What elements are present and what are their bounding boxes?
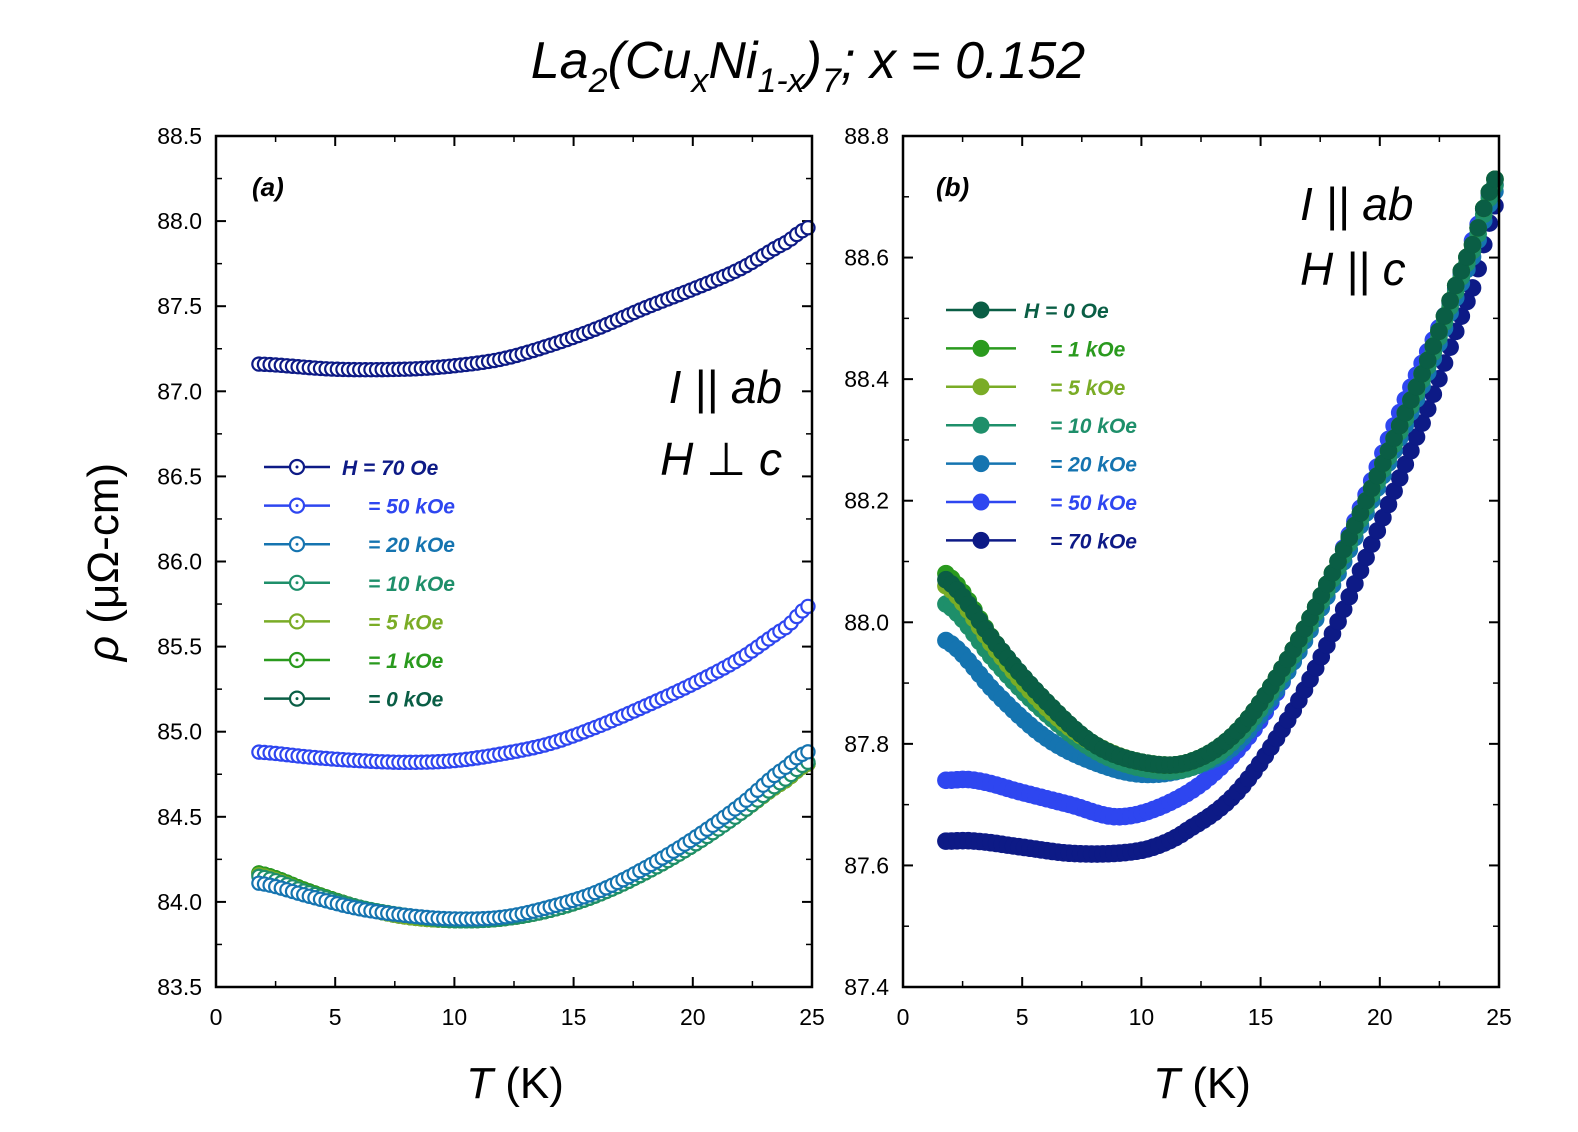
panel-b: 0 5 10 15 20 25 87.487.687.888.088.288.488.68… [844,123,1512,1108]
legend-marker-dot [295,504,299,508]
panel-a-ticks [215,135,813,988]
x-tick-label: 15 [561,1004,587,1030]
panel-b-label: (b) [936,172,969,202]
y-tick-label: 88.8 [844,123,889,149]
x-tick-label: 5 [1016,1004,1029,1030]
panel-a-y-tick-labels: 83.5 84.0 84.5 85.0 85.5 86.0 86.5 87.0 87.5 88.0… [157,123,202,1000]
panel-b-y-tick-labels: 87.4 87.6 87.8 88.0 88.2 88.4 88.6 88.8 [844,123,889,1000]
y-tick-label: 88.2 [844,488,889,514]
panel-a-legend: H = 70 Oe = 50 kOe = 20 kOe = 10 kOe = 5 kOe… [264,457,455,712]
legend-label: = 1 kOe [1050,338,1126,361]
y-tick-label: 88.0 [157,208,202,234]
panel-b-legend: H = 0 Oe = 1 kOe = 5 kOe = 10 kOe = 20 kOe = … [946,300,1137,553]
figure-title: La2(CuxNi1-x)7; x = 0.152 [531,32,1086,100]
panel-a-x-tick-labels: 0 5 10 15 20 25 [210,1004,825,1030]
panel-a-series [251,220,816,929]
y-tick-label: 83.5 [157,974,202,1000]
legend-marker-dot [295,542,299,546]
data-point [1430,322,1448,341]
legend-label: = 5 kOe [368,611,444,634]
panel-b-series [937,170,1504,863]
data-point [1463,235,1482,254]
y-tick-label: 87.0 [157,378,202,404]
legend-marker [972,416,990,434]
series-H0 [937,170,1504,774]
y-tick-label: 85.0 [157,719,202,745]
y-tick-label: 86.0 [157,549,202,575]
legend-label: H = 0 Oe [1024,300,1109,323]
x-tick-label: 25 [799,1004,825,1030]
x-tick-label: 5 [329,1004,342,1030]
legend-marker [972,378,990,396]
legend-label: = 50 kOe [368,496,455,519]
legend-label: = 10 kOe [1050,415,1137,438]
x-tick-label: 15 [1248,1004,1274,1030]
x-tick-label: 20 [1367,1004,1393,1030]
y-tick-label: 87.8 [844,731,889,757]
x-tick-label: 10 [1129,1004,1155,1030]
legend-label: = 70 kOe [1050,530,1137,553]
panel-b-x-tick-labels: 0 5 10 15 20 25 [897,1004,1512,1030]
y-tick-label: 88.4 [844,366,889,392]
data-point [1424,337,1443,356]
x-tick-label: 20 [680,1004,706,1030]
panel-a-label: (a) [252,172,284,202]
y-tick-label: 88.0 [844,609,889,635]
panel-b-x-axis-title: T (K) [1153,1059,1251,1108]
x-tick-label: 0 [210,1004,223,1030]
panel-b-ticks [902,135,1500,988]
data-point [1486,170,1504,189]
y-tick-label: 87.4 [844,974,889,1000]
y-tick-label: 88.5 [157,123,202,149]
y-axis-title: ρ (μΩ-cm) [79,463,128,663]
y-tick-label: 84.0 [157,889,202,915]
y-tick-label: 87.6 [844,852,889,878]
panel-a: 0 5 10 15 20 25 83.584.084.585.085.586.086.58… [157,123,825,1108]
legend-label: = 1 kOe [368,650,444,673]
series-H70k [251,220,816,378]
data-point [1469,219,1487,237]
legend-marker-dot [295,581,299,585]
y-tick-label: 87.5 [157,293,202,319]
x-tick-label: 25 [1486,1004,1512,1030]
panel-a-x-axis-title: T (K) [466,1059,564,1108]
data-point [1474,199,1493,218]
legend-marker-dot [295,465,299,469]
legend-label: = 10 kOe [368,573,455,596]
x-tick-label: 10 [442,1004,468,1030]
series-H50k [251,598,816,771]
legend-marker [972,455,990,473]
legend-marker [972,493,990,511]
panel-a-annotation-field: H ⊥ c [660,433,782,485]
legend-label: = 0 kOe [368,689,444,712]
legend-marker-dot [295,658,299,662]
data-point [1435,307,1454,325]
y-tick-label: 88.6 [844,245,889,271]
panel-a-annotation-current: I || ab [669,361,782,413]
series-H20k [251,744,816,927]
y-tick-label: 85.5 [157,634,202,660]
y-tick-label: 84.5 [157,804,202,830]
panel-b-annotation-field: H || c [1300,243,1406,295]
x-tick-label: 0 [897,1004,910,1030]
y-tick-label: 86.5 [157,463,202,489]
legend-marker [972,339,990,357]
panel-b-frame [901,134,1501,989]
legend-marker-dot [295,697,299,701]
data-point [1441,291,1459,310]
legend-label: = 20 kOe [368,534,455,557]
series-H70k [937,196,1504,863]
legend-label: = 5 kOe [1050,377,1126,400]
panel-b-annotation-current: I || ab [1300,178,1413,230]
legend-label: = 50 kOe [1050,492,1137,515]
legend-marker [972,531,990,549]
legend-label: = 20 kOe [1050,454,1137,477]
legend-marker-dot [295,619,299,623]
panel-a-frame [214,134,814,989]
legend-marker [972,301,990,319]
legend-label: H = 70 Oe [342,457,439,480]
